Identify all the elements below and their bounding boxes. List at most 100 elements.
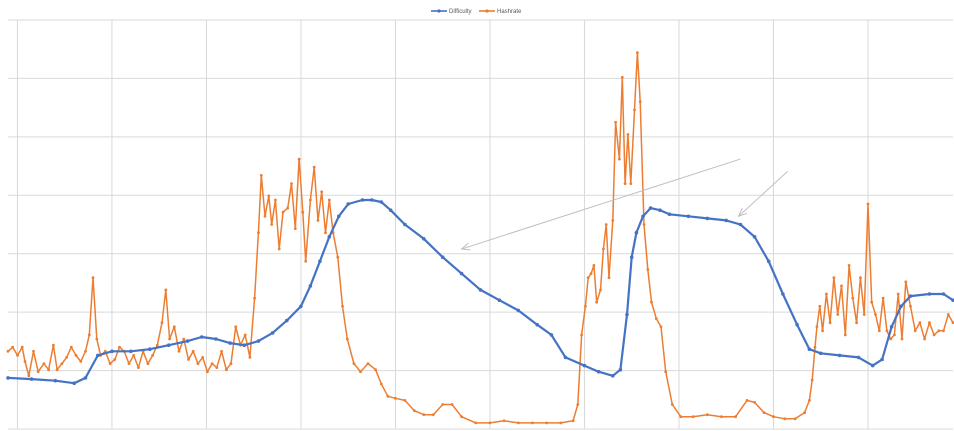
data-point-difficulty[interactable] [667,212,672,217]
data-point-difficulty[interactable] [658,208,662,212]
data-point-hashrate[interactable] [937,329,941,333]
data-point-hashrate[interactable] [91,276,95,280]
data-point-hashrate[interactable] [584,304,587,308]
data-point-hashrate[interactable] [196,362,200,365]
data-point-hashrate[interactable] [866,202,870,206]
data-point-hashrate[interactable] [592,264,596,267]
data-point-hashrate[interactable] [828,321,832,325]
data-point-hashrate[interactable] [23,360,27,363]
data-point-hashrate[interactable] [909,304,912,308]
data-point-hashrate[interactable] [327,198,331,202]
data-point-hashrate[interactable] [201,356,205,359]
data-point-hashrate[interactable] [559,421,563,425]
data-point-hashrate[interactable] [913,329,917,333]
data-point-hashrate[interactable] [286,206,290,210]
data-point-hashrate[interactable] [65,356,68,359]
data-point-difficulty[interactable] [29,377,34,381]
data-point-hashrate[interactable] [932,333,936,337]
data-point-hashrate[interactable] [206,370,209,374]
data-point-hashrate[interactable] [248,356,252,359]
data-point-hashrate[interactable] [431,413,435,417]
data-point-hashrate[interactable] [691,415,695,419]
data-point-hashrate[interactable] [281,210,285,214]
data-point-difficulty[interactable] [648,206,653,210]
data-point-hashrate[interactable] [855,321,858,325]
data-point-hashrate[interactable] [586,276,590,280]
data-point-hashrate[interactable] [896,292,900,296]
data-point-difficulty[interactable] [516,308,521,313]
data-point-hashrate[interactable] [215,366,219,369]
data-point-hashrate[interactable] [87,333,91,337]
data-point-difficulty[interactable] [535,322,539,327]
data-point-hashrate[interactable] [224,368,228,372]
data-point-hashrate[interactable] [705,413,709,417]
data-point-hashrate[interactable] [604,223,608,226]
data-point-hashrate[interactable] [422,413,426,417]
data-point-hashrate[interactable] [874,313,877,316]
data-point-difficulty[interactable] [563,355,568,360]
data-point-difficulty[interactable] [148,347,152,352]
data-point-hashrate[interactable] [47,368,50,372]
data-point-hashrate[interactable] [168,337,172,341]
data-point-difficulty[interactable] [185,339,190,343]
data-point-difficulty[interactable] [270,331,275,335]
data-point-hashrate[interactable] [650,300,653,304]
data-point-hashrate[interactable] [753,401,756,404]
data-point-hashrate[interactable] [571,419,575,423]
legend-item-hashrate[interactable]: Hashrate [479,9,522,15]
data-point-difficulty[interactable] [285,318,289,323]
series-line-hashrate[interactable] [7,51,954,424]
data-point-hashrate[interactable] [679,415,683,419]
data-point-difficulty[interactable] [166,343,171,348]
data-point-hashrate[interactable] [623,182,627,186]
data-point-hashrate[interactable] [531,421,534,425]
data-point-difficulty[interactable] [308,284,313,288]
data-point-hashrate[interactable] [74,354,78,357]
data-point-hashrate[interactable] [654,317,658,320]
data-point-hashrate[interactable] [127,362,131,365]
data-point-hashrate[interactable] [626,133,630,136]
data-point-hashrate[interactable] [783,417,787,421]
data-point-hashrate[interactable] [243,333,247,337]
data-point-difficulty[interactable] [337,214,341,219]
data-point-hashrate[interactable] [20,345,24,349]
data-point-hashrate[interactable] [312,165,316,169]
data-point-hashrate[interactable] [394,396,397,400]
data-point-hashrate[interactable] [234,325,238,329]
data-point-difficulty[interactable] [611,374,615,378]
data-point-difficulty[interactable] [705,216,710,221]
data-point-hashrate[interactable] [253,296,256,300]
data-point-hashrate[interactable] [257,231,260,235]
data-point-difficulty[interactable] [83,376,88,380]
data-point-difficulty[interactable] [379,200,384,204]
data-point-difficulty[interactable] [370,198,374,202]
data-point-difficulty[interactable] [53,378,58,383]
data-point-difficulty[interactable] [582,363,587,368]
data-point-hashrate[interactable] [324,231,327,235]
data-point-difficulty[interactable] [686,214,691,219]
data-point-hashrate[interactable] [95,337,99,341]
data-point-difficulty[interactable] [951,298,954,302]
data-point-hashrate[interactable] [229,362,233,365]
data-point-hashrate[interactable] [320,190,324,194]
data-point-hashrate[interactable] [146,362,150,365]
data-point-hashrate[interactable] [42,362,46,365]
data-point-hashrate[interactable] [832,276,836,280]
data-point-difficulty[interactable] [618,367,623,372]
data-point-hashrate[interactable] [843,333,847,337]
data-point-hashrate[interactable] [889,337,892,341]
data-point-hashrate[interactable] [720,415,723,419]
data-point-hashrate[interactable] [118,345,121,349]
data-point-difficulty[interactable] [360,198,365,202]
data-point-hashrate[interactable] [474,421,478,425]
data-point-hashrate[interactable] [825,292,828,296]
data-point-hashrate[interactable] [274,198,277,202]
data-point-difficulty[interactable] [242,343,247,348]
data-point-difficulty[interactable] [596,369,601,374]
data-point-hashrate[interactable] [341,304,344,308]
data-point-hashrate[interactable] [187,358,190,361]
data-point-hashrate[interactable] [352,362,356,365]
data-point-difficulty[interactable] [327,235,332,239]
data-point-difficulty[interactable] [641,214,645,219]
data-point-difficulty[interactable] [459,271,464,276]
